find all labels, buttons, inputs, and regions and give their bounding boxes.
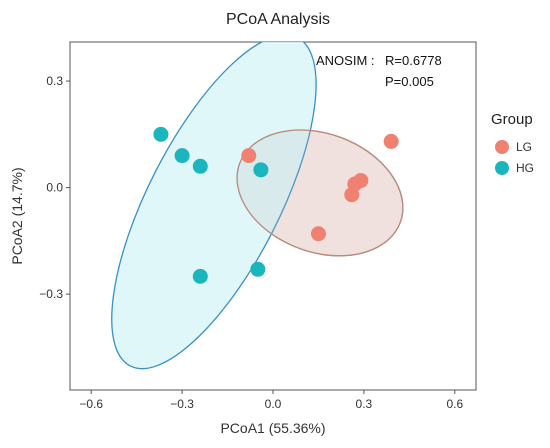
anosim-r-value: R=0.6778 (385, 53, 442, 68)
x-tick-label: 0.3 (356, 397, 373, 411)
point-lg (353, 172, 369, 188)
point-hg (192, 268, 208, 284)
y-axis-title: PCoA2 (14.7%) (9, 167, 25, 264)
anosim-p-value: P=0.005 (385, 74, 434, 89)
anosim-label: ANOSIM : (316, 53, 375, 68)
x-tick-label: −0.3 (170, 397, 194, 411)
point-lg (383, 133, 399, 149)
point-lg (241, 148, 257, 164)
legend-label-hg: HG (516, 161, 534, 175)
legend: LG HG (495, 140, 534, 175)
x-axis-ticks: −0.6 −0.3 0.0 0.3 0.6 (79, 390, 463, 411)
x-tick-label: 0.0 (265, 397, 282, 411)
y-tick-label: 0.0 (46, 181, 63, 195)
ellipse-overlap (236, 129, 404, 257)
x-tick-label: 0.6 (446, 397, 463, 411)
x-tick-label: −0.6 (79, 397, 103, 411)
point-hg (192, 158, 208, 174)
y-axis-ticks: −0.3 0.0 0.3 (39, 74, 70, 301)
legend-title: Group (491, 111, 533, 128)
legend-swatch-lg (495, 140, 509, 154)
x-axis-title: PCoA1 (55.36%) (220, 420, 325, 436)
point-hg (174, 148, 190, 164)
point-lg (310, 226, 326, 242)
chart-title: PCoA Analysis (226, 11, 330, 28)
y-tick-label: −0.3 (39, 287, 63, 301)
legend-label-lg: LG (516, 140, 532, 154)
y-tick-label: 0.3 (46, 74, 63, 88)
ellipse-hg (111, 42, 317, 370)
point-hg (253, 162, 269, 178)
point-hg (250, 261, 266, 277)
legend-swatch-hg (495, 161, 509, 175)
point-hg (153, 126, 169, 142)
points-layer (153, 126, 399, 284)
ellipse-layer (111, 42, 404, 370)
